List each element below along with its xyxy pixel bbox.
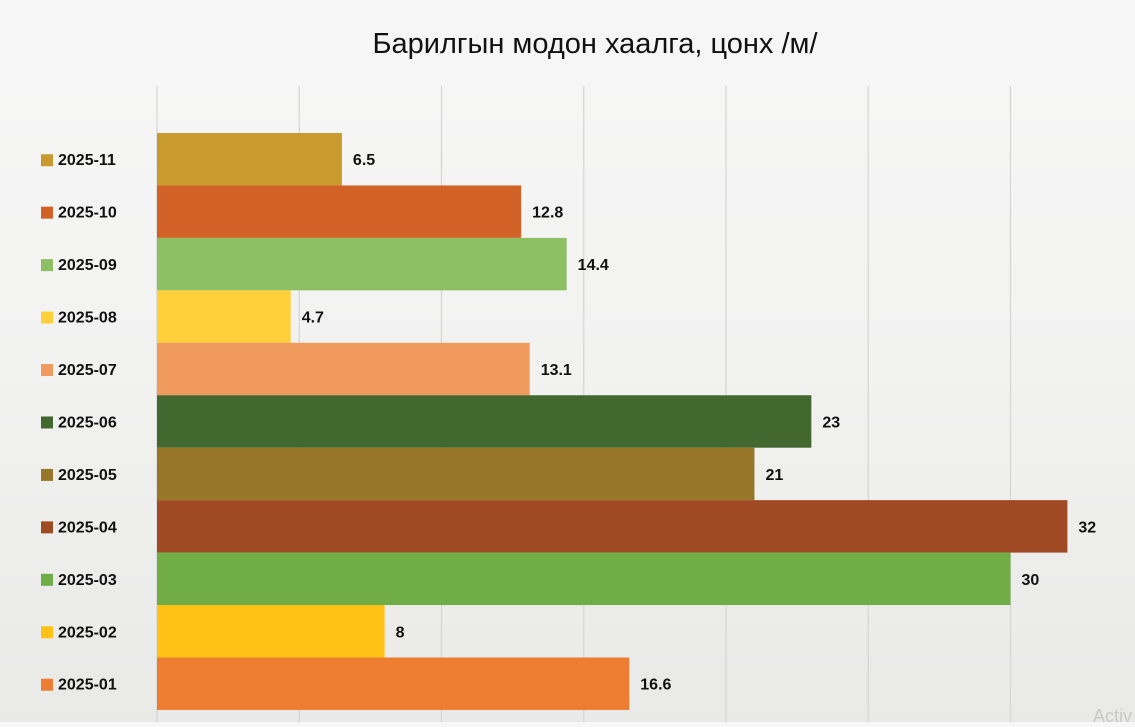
legend-label: 2025-01	[58, 677, 117, 694]
data-label: 4.7	[302, 310, 324, 327]
legend-label: 2025-11	[58, 152, 116, 169]
bar-2025-03	[157, 552, 1011, 606]
legend-label: 2025-10	[58, 205, 117, 222]
data-label: 16.6	[640, 677, 671, 694]
data-label: 23	[822, 414, 840, 431]
legend-swatch	[41, 311, 53, 324]
bar-2025-05	[157, 447, 755, 501]
legend-label: 2025-05	[58, 467, 117, 484]
legend-label: 2025-07	[58, 362, 117, 379]
legend-swatch	[41, 206, 53, 219]
legend-swatch	[41, 521, 53, 534]
data-label: 6.5	[353, 152, 375, 169]
data-label: 30	[1022, 572, 1040, 589]
bar-2025-09	[157, 237, 567, 291]
bar-2025-01	[157, 657, 630, 710]
bar-2025-08	[157, 290, 291, 343]
activation-watermark: Activ	[1093, 706, 1133, 726]
legend-label: 2025-08	[58, 310, 117, 327]
legend-swatch	[41, 259, 53, 272]
bar-2025-06	[157, 395, 812, 448]
data-label: 32	[1078, 519, 1096, 536]
legend-swatch	[41, 573, 53, 586]
legend-label: 2025-03	[58, 572, 117, 589]
legend-swatch	[41, 626, 53, 639]
data-label: 14.4	[578, 257, 609, 274]
bar-2025-04	[157, 500, 1068, 553]
legend-swatch	[41, 468, 53, 481]
legend-label: 2025-09	[58, 257, 117, 274]
legend-label: 2025-06	[58, 414, 117, 431]
data-label: 21	[765, 467, 783, 484]
legend-swatch	[41, 154, 53, 167]
bar-2025-02	[157, 605, 385, 658]
data-label: 12.8	[532, 205, 563, 222]
bar-2025-11	[157, 133, 342, 186]
chart-title: Барилгын модон хаалга, цонх /м/	[372, 28, 818, 60]
legend-swatch	[41, 678, 53, 691]
data-label: 13.1	[541, 362, 572, 379]
legend-label: 2025-04	[58, 519, 117, 536]
bar-2025-07	[157, 342, 530, 396]
bar-2025-10	[157, 185, 522, 238]
legend-swatch	[41, 416, 53, 429]
legend-label: 2025-02	[58, 624, 117, 641]
legend-swatch	[41, 364, 53, 377]
data-label: 8	[396, 624, 405, 641]
